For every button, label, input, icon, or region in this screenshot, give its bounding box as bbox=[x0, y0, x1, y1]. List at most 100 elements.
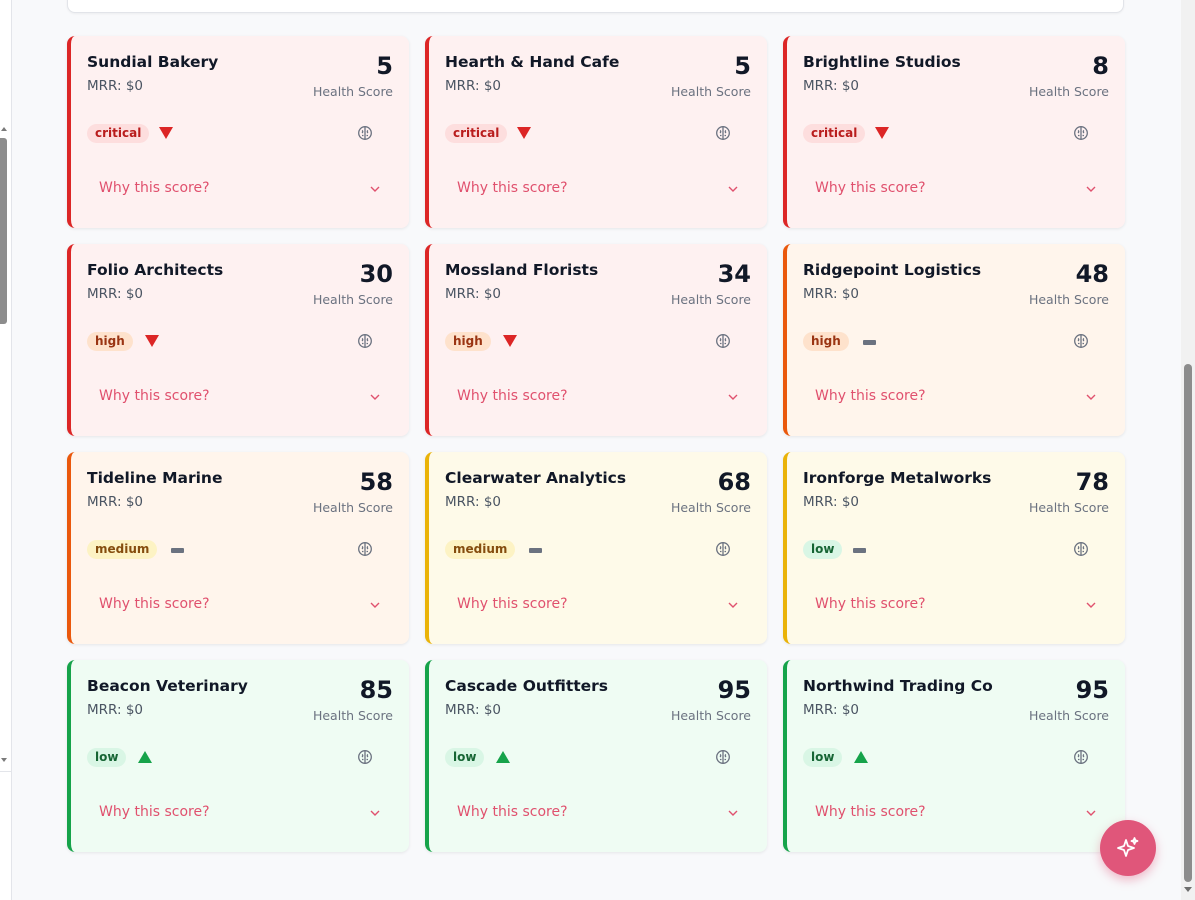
chevron-down-icon bbox=[1086, 810, 1096, 816]
why-this-score-toggle[interactable]: Why this score? bbox=[99, 388, 381, 408]
why-this-score-toggle[interactable]: Why this score? bbox=[457, 388, 739, 408]
brain-icon[interactable] bbox=[715, 541, 731, 557]
trend-down-icon bbox=[159, 127, 173, 139]
why-this-score-toggle[interactable]: Why this score? bbox=[815, 596, 1097, 616]
chevron-down-icon bbox=[728, 810, 738, 816]
customer-health-grid: Sundial Bakery MRR: $0 5 Health Score cr… bbox=[67, 36, 1125, 852]
why-this-score-label: Why this score? bbox=[815, 388, 926, 404]
why-this-score-toggle[interactable]: Why this score? bbox=[99, 180, 381, 200]
why-this-score-toggle[interactable]: Why this score? bbox=[457, 180, 739, 200]
health-score-label: Health Score bbox=[312, 84, 393, 99]
why-this-score-toggle[interactable]: Why this score? bbox=[815, 804, 1097, 824]
customer-mrr: MRR: $0 bbox=[445, 494, 502, 510]
why-this-score-label: Why this score? bbox=[815, 180, 926, 196]
customer-card[interactable]: Ironforge Metalworks MRR: $0 78 Health S… bbox=[783, 452, 1125, 644]
customer-mrr: MRR: $0 bbox=[87, 702, 144, 718]
summary-panel bbox=[67, 0, 1124, 13]
customer-name: Clearwater Analytics bbox=[445, 469, 627, 487]
health-score-label: Health Score bbox=[312, 708, 393, 723]
scroll-down-icon[interactable] bbox=[1184, 887, 1192, 892]
scrollbar-thumb[interactable] bbox=[1184, 364, 1192, 882]
customer-card[interactable]: Clearwater Analytics MRR: $0 68 Health S… bbox=[425, 452, 767, 644]
brain-icon[interactable] bbox=[357, 541, 373, 557]
customer-card[interactable]: Beacon Veterinary MRR: $0 85 Health Scor… bbox=[67, 660, 409, 852]
customer-card[interactable]: Northwind Trading Co MRR: $0 95 Health S… bbox=[783, 660, 1125, 852]
why-this-score-label: Why this score? bbox=[815, 596, 926, 612]
health-score-label: Health Score bbox=[670, 708, 751, 723]
customer-card[interactable]: Sundial Bakery MRR: $0 5 Health Score cr… bbox=[67, 36, 409, 228]
brain-icon[interactable] bbox=[1073, 541, 1089, 557]
health-score-value: 85 bbox=[359, 676, 393, 704]
brain-icon[interactable] bbox=[1073, 749, 1089, 765]
risk-badge: medium bbox=[445, 540, 516, 559]
health-score-value: 8 bbox=[1092, 52, 1109, 80]
brain-icon[interactable] bbox=[357, 125, 373, 141]
left-panel-scrollbar[interactable] bbox=[0, 0, 12, 900]
customer-card[interactable]: Cascade Outfitters MRR: $0 95 Health Sco… bbox=[425, 660, 767, 852]
why-this-score-toggle[interactable]: Why this score? bbox=[99, 804, 381, 824]
chevron-down-icon bbox=[370, 602, 380, 608]
customer-card[interactable]: Mossland Florists MRR: $0 34 Health Scor… bbox=[425, 244, 767, 436]
customer-name: Sundial Bakery bbox=[87, 53, 219, 71]
customer-card[interactable]: Tideline Marine MRR: $0 58 Health Score … bbox=[67, 452, 409, 644]
chevron-down-icon bbox=[1086, 602, 1096, 608]
trend-flat-icon bbox=[171, 548, 184, 553]
customer-name: Ridgepoint Logistics bbox=[803, 261, 982, 279]
why-this-score-toggle[interactable]: Why this score? bbox=[815, 180, 1097, 200]
customer-name: Ironforge Metalworks bbox=[803, 469, 992, 487]
sparkles-icon bbox=[1117, 837, 1139, 857]
health-score-value: 58 bbox=[359, 468, 393, 496]
scrollbar-thumb[interactable] bbox=[0, 138, 7, 324]
health-score-value: 78 bbox=[1075, 468, 1109, 496]
customer-mrr: MRR: $0 bbox=[445, 702, 502, 718]
page-scrollbar[interactable] bbox=[1181, 0, 1195, 900]
brain-icon[interactable] bbox=[357, 333, 373, 349]
trend-flat-icon bbox=[853, 548, 866, 553]
customer-mrr: MRR: $0 bbox=[87, 78, 144, 94]
brain-icon[interactable] bbox=[715, 125, 731, 141]
risk-badge: low bbox=[803, 540, 843, 559]
chevron-down-icon bbox=[1086, 186, 1096, 192]
risk-badge: critical bbox=[87, 124, 150, 143]
customer-name: Beacon Veterinary bbox=[87, 677, 248, 695]
why-this-score-toggle[interactable]: Why this score? bbox=[457, 804, 739, 824]
brain-icon[interactable] bbox=[715, 749, 731, 765]
risk-badge: critical bbox=[445, 124, 508, 143]
health-score-label: Health Score bbox=[312, 292, 393, 307]
trend-up-icon bbox=[854, 751, 868, 763]
risk-badge: high bbox=[87, 332, 133, 351]
ai-assistant-button[interactable] bbox=[1100, 820, 1156, 876]
customer-name: Brightline Studios bbox=[803, 53, 961, 71]
chevron-down-icon bbox=[370, 186, 380, 192]
brain-icon[interactable] bbox=[715, 333, 731, 349]
customer-mrr: MRR: $0 bbox=[87, 286, 144, 302]
trend-flat-icon bbox=[529, 548, 542, 553]
customer-mrr: MRR: $0 bbox=[803, 702, 860, 718]
customer-card[interactable]: Folio Architects MRR: $0 30 Health Score… bbox=[67, 244, 409, 436]
scroll-down-icon[interactable] bbox=[1, 758, 7, 762]
health-score-label: Health Score bbox=[670, 292, 751, 307]
customer-mrr: MRR: $0 bbox=[87, 494, 144, 510]
health-score-value: 68 bbox=[717, 468, 751, 496]
why-this-score-label: Why this score? bbox=[99, 180, 210, 196]
customer-mrr: MRR: $0 bbox=[445, 78, 502, 94]
health-score-label: Health Score bbox=[1028, 500, 1109, 515]
why-this-score-toggle[interactable]: Why this score? bbox=[99, 596, 381, 616]
health-score-value: 30 bbox=[359, 260, 393, 288]
chevron-down-icon bbox=[370, 810, 380, 816]
brain-icon[interactable] bbox=[357, 749, 373, 765]
customer-card[interactable]: Ridgepoint Logistics MRR: $0 48 Health S… bbox=[783, 244, 1125, 436]
scroll-up-icon[interactable] bbox=[1, 127, 7, 131]
trend-up-icon bbox=[138, 751, 152, 763]
customer-card[interactable]: Brightline Studios MRR: $0 8 Health Scor… bbox=[783, 36, 1125, 228]
why-this-score-label: Why this score? bbox=[99, 388, 210, 404]
customer-card[interactable]: Hearth & Hand Cafe MRR: $0 5 Health Scor… bbox=[425, 36, 767, 228]
chevron-down-icon bbox=[1086, 394, 1096, 400]
customer-mrr: MRR: $0 bbox=[445, 286, 502, 302]
why-this-score-toggle[interactable]: Why this score? bbox=[815, 388, 1097, 408]
why-this-score-toggle[interactable]: Why this score? bbox=[457, 596, 739, 616]
brain-icon[interactable] bbox=[1073, 333, 1089, 349]
risk-badge: medium bbox=[87, 540, 158, 559]
brain-icon[interactable] bbox=[1073, 125, 1089, 141]
health-score-value: 95 bbox=[1075, 676, 1109, 704]
